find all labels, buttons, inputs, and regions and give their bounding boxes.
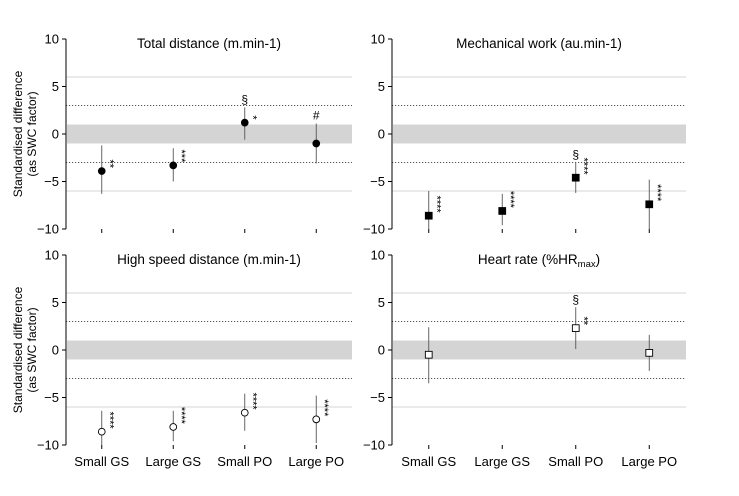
y-tick-label: 0 <box>378 127 385 142</box>
y-tick-label: 10 <box>45 248 59 263</box>
trivial-band <box>393 340 686 360</box>
y-tick-label: 5 <box>378 79 385 94</box>
y-tick-label: 5 <box>52 295 59 310</box>
panel-3: −10 −5 0 5 10 High speed distance (m.min-1) **… <box>11 248 352 469</box>
x-category-label: Large GS <box>474 454 530 469</box>
significance-stars: *** <box>175 150 187 164</box>
y-tick-label: 0 <box>52 127 59 142</box>
trivial-band <box>67 340 352 360</box>
data-point <box>571 173 580 182</box>
significance-stars: ** <box>577 317 589 326</box>
significance-symbol: § <box>241 92 248 106</box>
y-tick-label: 10 <box>45 32 59 47</box>
significance-stars: * <box>246 115 258 120</box>
y-tick-label: 5 <box>378 295 385 310</box>
y-tick-label: −10 <box>363 438 385 453</box>
significance-stars: **** <box>430 196 442 214</box>
significance-stars: **** <box>175 407 187 425</box>
y-tick-label: 10 <box>371 32 385 47</box>
panel-4: −10 −5 0 5 10 Heart rate (%HRmax) ** § Small GS L… <box>363 248 686 469</box>
significance-symbol: # <box>313 109 320 123</box>
y-tick-label: 10 <box>371 248 385 263</box>
x-category-label: Large PO <box>621 454 677 469</box>
significance-stars: **** <box>246 393 258 411</box>
significance-stars: **** <box>577 158 589 176</box>
significance-symbol: § <box>572 292 579 306</box>
panel-title: High speed distance (m.min-1) <box>117 252 301 267</box>
y-axis-label: Standardised difference(as SWC factor) <box>11 286 39 413</box>
data-point <box>97 167 106 175</box>
data-point <box>645 349 654 357</box>
y-tick-label: −5 <box>44 390 59 405</box>
data-point <box>240 118 249 127</box>
y-axis-label-line: (as SWC factor) <box>25 307 39 392</box>
panel-title: Total distance (m.min-1) <box>137 36 281 51</box>
significance-stars: ** <box>103 159 115 168</box>
y-tick-label: 5 <box>52 79 59 94</box>
panel-title-part: Total distance (m.min-1) <box>137 36 281 51</box>
x-category-label: Large PO <box>288 454 344 469</box>
y-tick-label: 0 <box>378 343 385 358</box>
x-category-label: Small GS <box>401 454 456 469</box>
data-point <box>169 161 178 170</box>
data-point <box>312 139 321 148</box>
trivial-band <box>67 124 352 144</box>
data-point <box>498 207 507 215</box>
significance-stars: **** <box>318 399 330 417</box>
y-tick-label: −5 <box>370 174 385 189</box>
x-category-label: Small PO <box>217 454 272 469</box>
y-tick-label: −10 <box>37 222 59 237</box>
data-point <box>645 200 654 209</box>
y-tick-label: −5 <box>370 390 385 405</box>
y-tick-label: −10 <box>37 438 59 453</box>
panel-title: Mechanical work (au.min-1) <box>456 36 622 51</box>
trivial-band <box>393 124 686 144</box>
panel-title-part: ) <box>596 252 601 267</box>
data-point <box>424 211 433 220</box>
panel-title-part: Mechanical work (au.min-1) <box>456 36 622 51</box>
x-category-label: Small GS <box>74 454 129 469</box>
x-category-label: Small PO <box>548 454 603 469</box>
y-axis-label: Standardised difference(as SWC factor) <box>11 70 39 197</box>
y-tick-label: −10 <box>363 222 385 237</box>
panel-title-subscript: max <box>578 259 596 270</box>
panel-title: Heart rate (%HRmax) <box>478 252 600 270</box>
y-tick-label: 0 <box>52 343 59 358</box>
data-point <box>169 423 178 431</box>
panel-title-part: Heart rate (%HR <box>478 252 578 267</box>
data-point <box>424 350 433 359</box>
x-category-label: Large GS <box>145 454 201 469</box>
significance-symbol: § <box>572 148 579 162</box>
y-axis-label-line: Standardised difference <box>11 286 25 413</box>
panel-2: −10 −5 0 5 10 Mechanical work (au.min-1) **** *… <box>363 32 686 237</box>
data-point <box>97 427 106 436</box>
significance-stars: **** <box>103 412 115 430</box>
data-point <box>312 415 321 424</box>
panel-title-part: High speed distance (m.min-1) <box>117 252 301 267</box>
data-point <box>240 408 249 417</box>
significance-stars: **** <box>504 191 516 209</box>
y-axis-label-line: (as SWC factor) <box>25 91 39 176</box>
y-tick-label: −5 <box>44 174 59 189</box>
y-axis-label-line: Standardised difference <box>11 70 25 197</box>
data-point <box>571 324 580 333</box>
significance-stars: **** <box>651 184 663 202</box>
